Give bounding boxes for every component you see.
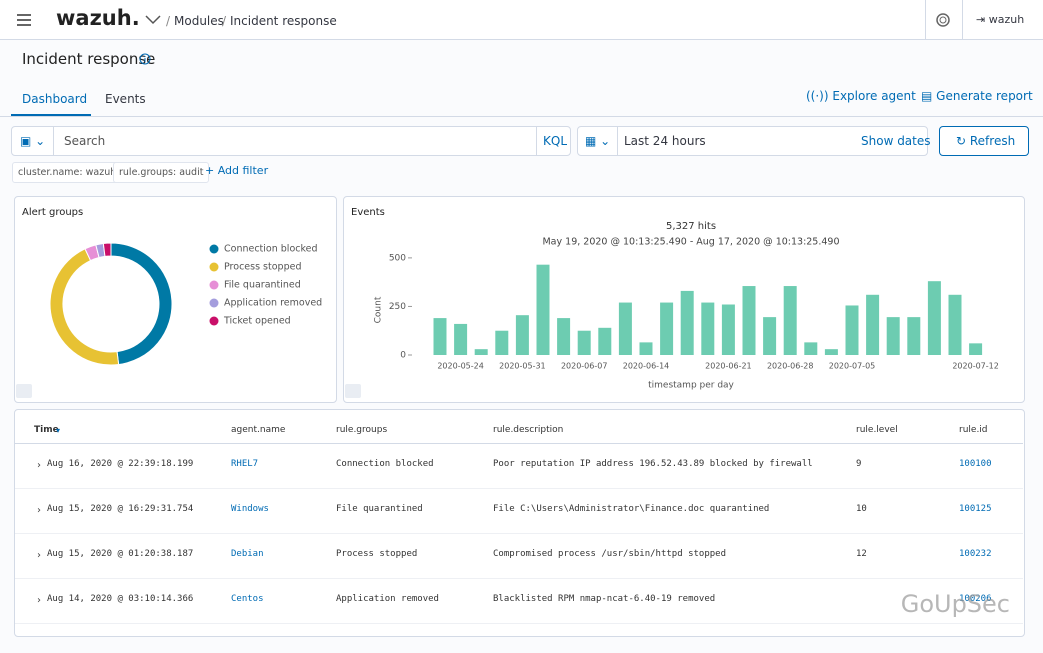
explore-agent[interactable]: ((·)) Explore agent: [806, 89, 916, 103]
sort-icon[interactable]: ▾: [56, 426, 61, 435]
dropdown-icon[interactable]: [145, 15, 161, 25]
top-bar: [0, 0, 1043, 40]
link-cell[interactable]: RHEL7: [231, 459, 259, 469]
link-cell[interactable]: Centos: [231, 594, 264, 604]
column-header[interactable]: Time: [34, 425, 59, 435]
tab-underline: [11, 114, 91, 116]
cell: Process stopped: [336, 549, 418, 559]
time-picker[interactable]: [577, 126, 928, 156]
saved-query-icon[interactable]: ▣ ⌄: [20, 134, 46, 148]
label: Generate report: [936, 89, 1033, 103]
logo[interactable]: wazuh.: [56, 6, 140, 30]
label: Explore agent: [832, 89, 916, 103]
help-icon[interactable]: [935, 12, 951, 28]
cell: Poor reputation IP address 196.52.43.89 …: [493, 459, 813, 469]
show-dates[interactable]: Show dates: [861, 134, 931, 148]
row-border: [15, 578, 1023, 579]
label: Refresh: [969, 134, 1016, 148]
header-border: [15, 443, 1023, 444]
cell: 9: [856, 459, 862, 469]
row-border: [15, 623, 1023, 624]
cell: Aug 15, 2020 @ 16:29:31.754: [47, 504, 194, 514]
filter-pill[interactable]: cluster.name: wazuh: [12, 162, 123, 183]
row-border: [15, 488, 1023, 489]
alert-groups-panel: [14, 196, 337, 403]
cell: 12: [856, 549, 867, 559]
link-cell[interactable]: 100100: [959, 459, 992, 469]
events-table-panel: [14, 409, 1025, 637]
column-header[interactable]: rule.level: [856, 425, 898, 435]
cell: 10: [856, 504, 867, 514]
cell: Application removed: [336, 594, 439, 604]
cell: Aug 16, 2020 @ 22:39:18.199: [47, 459, 194, 469]
column-header[interactable]: agent.name: [231, 425, 286, 435]
expand-icon[interactable]: ›: [37, 595, 41, 606]
tab-active[interactable]: Dashboard: [22, 92, 88, 106]
column-header[interactable]: rule.description: [493, 425, 564, 435]
divider: [617, 127, 618, 155]
cell: Aug 15, 2020 @ 01:20:38.187: [47, 549, 194, 559]
time-range[interactable]: Last 24 hours: [624, 134, 706, 148]
separator: /: [166, 14, 171, 28]
refresh-label: ↻ Refresh: [956, 134, 1016, 148]
expand-icon[interactable]: ›: [37, 550, 41, 561]
link-cell[interactable]: 100232: [959, 549, 992, 559]
cell: File quarantined: [336, 504, 423, 514]
calendar-icon[interactable]: ▦ ⌄: [585, 134, 611, 148]
expand-icon[interactable]: ›: [37, 460, 41, 471]
search-input[interactable]: Search: [64, 134, 106, 148]
link-cell[interactable]: 100206: [959, 594, 992, 604]
generate-report[interactable]: ▤ Generate report: [921, 89, 1033, 103]
filter-pill[interactable]: rule.groups: audit: [113, 162, 210, 183]
separator: /: [222, 14, 227, 28]
search-bar[interactable]: [11, 126, 571, 156]
tab[interactable]: Events: [105, 92, 146, 106]
cell: Aug 14, 2020 @ 03:10:14.366: [47, 594, 194, 604]
cell: Connection blocked: [336, 459, 434, 469]
cell: File C:\Users\Administrator\Finance.doc …: [493, 504, 770, 514]
divider: [925, 0, 926, 39]
link-cell[interactable]: 100125: [959, 504, 992, 514]
divider: [53, 127, 54, 155]
link-cell[interactable]: Windows: [231, 504, 269, 514]
breadcrumb: Incident response: [230, 14, 337, 28]
refresh-button[interactable]: [939, 126, 1029, 156]
column-header[interactable]: rule.groups: [336, 425, 388, 435]
page-title: Incident response: [22, 50, 156, 68]
menu-icon[interactable]: [17, 14, 31, 26]
user-name: wazuh: [988, 13, 1025, 26]
breadcrumb[interactable]: Modules: [174, 14, 224, 28]
divider: [536, 127, 537, 155]
cell: Compromised process /usr/sbin/httpd stop…: [493, 549, 726, 559]
divider: [962, 0, 963, 39]
expand-icon[interactable]: ›: [37, 505, 41, 516]
user-menu[interactable]: ⇥ wazuh: [976, 13, 1025, 26]
cell: Blacklisted RPM nmap-ncat-6.40-19 remove…: [493, 594, 716, 604]
link-cell[interactable]: Debian: [231, 549, 264, 559]
info-icon[interactable]: [139, 53, 151, 65]
row-border: [15, 533, 1023, 534]
add-filter[interactable]: + Add filter: [205, 164, 269, 177]
tabs-border: [0, 116, 1043, 117]
column-header[interactable]: rule.id: [959, 425, 988, 435]
kql-button[interactable]: KQL: [543, 134, 567, 148]
events-panel: [343, 196, 1025, 403]
